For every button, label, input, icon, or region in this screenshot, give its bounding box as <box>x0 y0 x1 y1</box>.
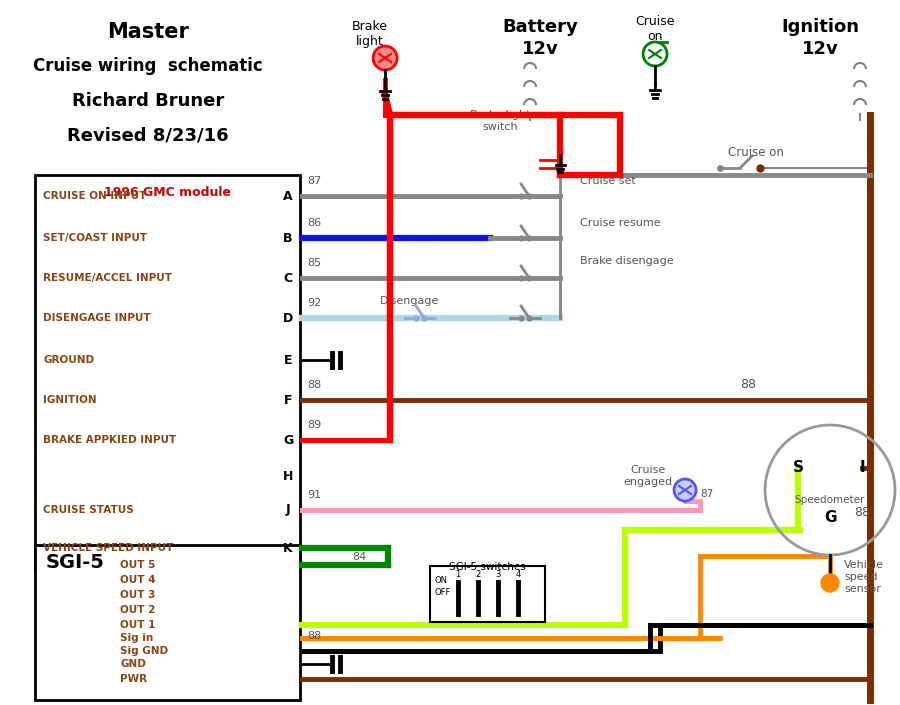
Text: 87: 87 <box>700 489 714 499</box>
Text: OUT 1: OUT 1 <box>121 620 156 630</box>
Bar <box>35 545 300 700</box>
Text: E: E <box>284 353 292 367</box>
Text: 88: 88 <box>307 380 321 390</box>
Text: 87: 87 <box>307 176 321 186</box>
Circle shape <box>643 42 667 66</box>
Text: Cruise resume: Cruise resume <box>580 218 661 228</box>
Text: A: A <box>284 190 292 202</box>
Text: 92: 92 <box>307 298 321 308</box>
Text: 4: 4 <box>516 570 521 579</box>
Text: Cruise set: Cruise set <box>580 176 635 186</box>
Text: BRAKE APPKIED INPUT: BRAKE APPKIED INPUT <box>43 435 176 445</box>
Text: SGI-5: SGI-5 <box>45 553 104 572</box>
Text: Vehicle
speed
sensor: Vehicle speed sensor <box>844 560 884 594</box>
Text: Cruise wiring  schematic: Cruise wiring schematic <box>33 57 263 75</box>
Text: RESUME/ACCEL INPUT: RESUME/ACCEL INPUT <box>43 273 172 283</box>
Text: Cruise on: Cruise on <box>728 145 784 159</box>
Bar <box>35 175 300 570</box>
Text: 88: 88 <box>307 631 321 641</box>
Text: ON: ON <box>434 576 447 585</box>
Text: 85: 85 <box>307 258 321 268</box>
Text: 89: 89 <box>307 420 321 430</box>
Text: Richard Bruner: Richard Bruner <box>72 92 224 110</box>
Text: CRUISE ON INPUT: CRUISE ON INPUT <box>43 191 147 201</box>
Text: J: J <box>286 503 291 517</box>
Text: Brake disengage: Brake disengage <box>580 256 674 266</box>
Text: 91: 91 <box>307 490 321 500</box>
Text: Brake light
switch: Brake light switch <box>470 110 530 132</box>
Text: Brake
light: Brake light <box>352 20 388 48</box>
Text: CRUISE STATUS: CRUISE STATUS <box>43 505 134 515</box>
Text: Ignition: Ignition <box>781 18 859 36</box>
Text: Cruise
on: Cruise on <box>635 15 675 43</box>
Text: OUT 5: OUT 5 <box>121 560 156 570</box>
Text: IGNITION: IGNITION <box>43 395 97 405</box>
Text: F: F <box>284 393 292 407</box>
Text: OUT 4: OUT 4 <box>121 575 156 585</box>
Text: 1: 1 <box>455 570 461 579</box>
Text: B: B <box>284 231 292 245</box>
Text: S: S <box>793 460 804 475</box>
Text: G: G <box>824 510 836 525</box>
Text: C: C <box>284 271 292 285</box>
Text: Cruise
engaged: Cruise engaged <box>624 465 672 486</box>
Text: 12v: 12v <box>802 40 839 58</box>
Text: 12v: 12v <box>522 40 558 58</box>
Text: DISENGAGE INPUT: DISENGAGE INPUT <box>43 313 151 323</box>
Circle shape <box>374 46 397 70</box>
Text: 84: 84 <box>352 552 366 562</box>
Text: 86: 86 <box>307 218 321 228</box>
Circle shape <box>821 574 839 592</box>
Text: 88: 88 <box>740 378 756 391</box>
Text: OFF: OFF <box>434 588 451 597</box>
Bar <box>430 566 545 622</box>
Text: 1996 GMC module: 1996 GMC module <box>104 187 231 200</box>
Text: 2: 2 <box>475 570 481 579</box>
Text: K: K <box>284 541 292 555</box>
Text: OUT 3: OUT 3 <box>121 590 156 600</box>
Text: H: H <box>283 470 293 482</box>
Text: GROUND: GROUND <box>43 355 94 365</box>
Text: Master: Master <box>107 22 189 42</box>
Text: D: D <box>283 312 293 324</box>
Text: 3: 3 <box>495 570 500 579</box>
Circle shape <box>674 479 696 501</box>
Text: Battery: Battery <box>502 18 578 36</box>
Text: PWR: PWR <box>121 674 148 684</box>
Text: SET/COAST INPUT: SET/COAST INPUT <box>43 233 148 243</box>
Text: Sig GND: Sig GND <box>121 646 168 656</box>
Text: Sig in: Sig in <box>121 633 153 643</box>
Text: 88: 88 <box>854 505 870 518</box>
Text: VEHICLE SPEED INPUT: VEHICLE SPEED INPUT <box>43 543 174 553</box>
Text: Revised 8/23/16: Revised 8/23/16 <box>68 127 229 145</box>
Text: Disengage: Disengage <box>380 296 439 306</box>
Text: I: I <box>860 460 865 475</box>
Text: G: G <box>283 434 293 446</box>
Text: GND: GND <box>121 659 146 669</box>
Text: SGI-5 switches: SGI-5 switches <box>449 562 526 572</box>
Text: OUT 2: OUT 2 <box>121 605 156 615</box>
Text: Speedometer: Speedometer <box>795 495 865 505</box>
